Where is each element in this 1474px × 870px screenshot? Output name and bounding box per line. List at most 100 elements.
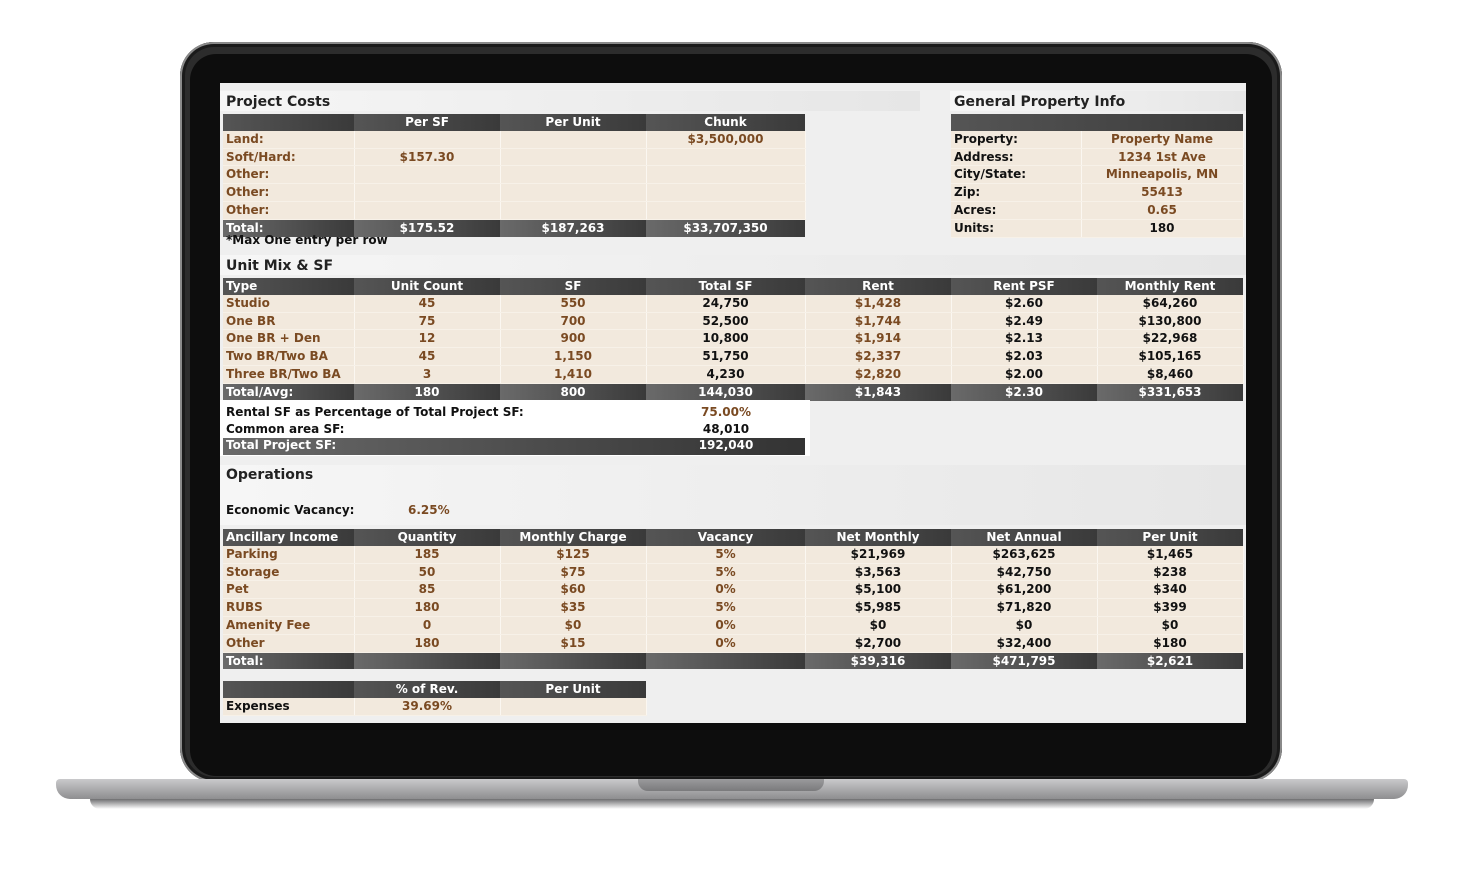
unit-mix-cell: $8,460 (1097, 365, 1244, 384)
ancillary-cell: 180 (354, 598, 501, 617)
unit-mix-header-row: Type Unit Count SF Total SF Rent Rent PSF Mont… (223, 278, 1243, 295)
project-costs-cell (646, 148, 806, 167)
ancillary-header-cell: Monthly Charge (500, 529, 646, 546)
ancillary-cell: Other (223, 634, 355, 653)
ancillary-cell: $340 (1097, 580, 1244, 600)
unit-mix-row: One BR 75 700 52,500 $1,744 $2.49 $130,800 (223, 312, 1244, 331)
ancillary-cell: $42,750 (951, 563, 1098, 582)
ancillary-cell: $2,700 (805, 634, 952, 653)
ancillary-cell: 50 (354, 563, 501, 582)
project-costs-cell (354, 201, 501, 220)
unit-mix-cell: $2.13 (951, 329, 1098, 349)
unit-mix-cell: 3 (354, 365, 501, 384)
unit-mix-cell: One BR (223, 312, 355, 331)
general-info-value: 1234 1st Ave (1081, 148, 1244, 167)
project-costs-header-cell: Per SF (354, 114, 500, 131)
ancillary-header-cell: Ancillary Income (223, 529, 354, 546)
ancillary-cell: $5,100 (805, 580, 952, 600)
common-area-value: 48,010 (702, 422, 750, 436)
general-info-row: City/State: Minneapolis, MN (951, 165, 1244, 185)
general-info-header-cell (951, 114, 1243, 131)
unit-mix-header-cell: Rent (805, 278, 951, 295)
ancillary-cell: $21,969 (805, 545, 952, 564)
ancillary-cell: Amenity Fee (223, 616, 355, 635)
ancillary-total-cell (500, 652, 646, 670)
unit-mix-header-cell: SF (500, 278, 646, 295)
unit-mix-cell: $1,428 (805, 294, 952, 313)
ancillary-cell: 5% (646, 563, 806, 582)
unit-mix-header-cell: Rent PSF (951, 278, 1097, 295)
expenses-cell: Expenses (223, 697, 355, 716)
unit-mix-table: Type Unit Count SF Total SF Rent Rent PSF Mont… (223, 278, 1244, 401)
unit-mix-total-cell: Total/Avg: (223, 383, 354, 401)
project-costs-cell: $3,500,000 (646, 130, 806, 149)
unit-mix-total-row: Total/Avg: 180 800 144,030 $1,843 $2.30 $331,6… (223, 383, 1243, 401)
unit-mix-cell: $2.03 (951, 347, 1098, 366)
expenses-cell (500, 697, 647, 716)
project-costs-row: Other: (223, 201, 806, 220)
unit-mix-cell: $2.49 (951, 312, 1098, 331)
project-costs-total-cell: $175.52 (354, 219, 500, 237)
expenses-header-cell (223, 681, 354, 698)
ancillary-cell: 180 (354, 634, 501, 653)
general-info-value: 180 (1081, 219, 1244, 238)
unit-mix-cell: $2.00 (951, 365, 1098, 384)
unit-mix-cell: 45 (354, 294, 501, 313)
ancillary-cell: $61,200 (951, 580, 1098, 600)
project-costs-total-cell: Total: (223, 219, 354, 237)
general-info-label: Property: (951, 130, 1082, 149)
unit-mix-cell: $64,260 (1097, 294, 1244, 313)
ancillary-total-cell: $471,795 (951, 652, 1097, 670)
unit-mix-total-cell: 144,030 (646, 383, 805, 401)
ancillary-cell: $60 (500, 580, 647, 600)
unit-mix-cell: $1,914 (805, 329, 952, 349)
unit-mix-cell: 4,230 (646, 365, 806, 384)
economic-vacancy-value: 6.25% (408, 503, 450, 517)
ancillary-cell: $125 (500, 545, 647, 564)
unit-mix-band (220, 255, 1246, 275)
general-info-band (950, 91, 1246, 111)
ancillary-cell: $32,400 (951, 634, 1098, 653)
general-info-value: Property Name (1081, 130, 1244, 149)
project-costs-cell (500, 130, 647, 149)
project-costs-table: Per SF Per Unit Chunk Land: $3,500,000 Soft/H… (223, 114, 806, 237)
total-project-sf-value: 192,040 (698, 438, 754, 452)
unit-mix-total-cell: 800 (500, 383, 646, 401)
unit-mix-cell: 1,150 (500, 347, 647, 366)
unit-mix-header-cell: Unit Count (354, 278, 500, 295)
unit-mix-cell: $1,744 (805, 312, 952, 331)
ancillary-total-cell (354, 652, 500, 670)
ancillary-cell: $15 (500, 634, 647, 653)
operations-band (220, 465, 1246, 525)
project-costs-cell (354, 130, 501, 149)
total-project-sf-bar (223, 438, 805, 455)
ancillary-row: Other 180 $15 0% $2,700 $32,400 $180 (223, 634, 1244, 653)
project-costs-title: Project Costs (226, 94, 331, 110)
ancillary-cell: 0% (646, 580, 806, 600)
general-info-row: Acres: 0.65 (951, 201, 1244, 220)
general-info-row: Units: 180 (951, 219, 1244, 238)
unit-mix-cell: 10,800 (646, 329, 806, 349)
project-costs-row: Other: (223, 165, 806, 185)
ancillary-income-table: Ancillary Income Quantity Monthly Charge Va… (223, 529, 1244, 670)
unit-mix-cell: $105,165 (1097, 347, 1244, 366)
ancillary-cell: 5% (646, 545, 806, 564)
general-info-table: Property: Property Name Address: 1234 1st A… (951, 114, 1244, 238)
ancillary-cell: Parking (223, 545, 355, 564)
unit-mix-row: Three BR/Two BA 3 1,410 4,230 $2,820 $2.00 $8,… (223, 365, 1244, 384)
unit-mix-title: Unit Mix & SF (226, 258, 334, 274)
general-info-header-row (951, 114, 1243, 131)
ancillary-cell: $0 (1097, 616, 1244, 635)
ancillary-cell: $263,625 (951, 545, 1098, 564)
unit-mix-cell: $2,820 (805, 365, 952, 384)
rental-pct-value: 75.00% (701, 405, 751, 419)
general-info-label: Acres: (951, 201, 1082, 220)
project-costs-total-row: Total: $175.52 $187,263 $33,707,350 (223, 219, 805, 237)
ancillary-row: RUBS 180 $35 5% $5,985 $71,820 $399 (223, 598, 1244, 617)
unit-mix-total-cell: $1,843 (805, 383, 951, 401)
ancillary-cell: $238 (1097, 563, 1244, 582)
expenses-header-cell: % of Rev. (354, 681, 500, 698)
project-costs-cell (500, 148, 647, 167)
unit-mix-cell: One BR + Den (223, 329, 355, 349)
ancillary-cell: Storage (223, 563, 355, 582)
